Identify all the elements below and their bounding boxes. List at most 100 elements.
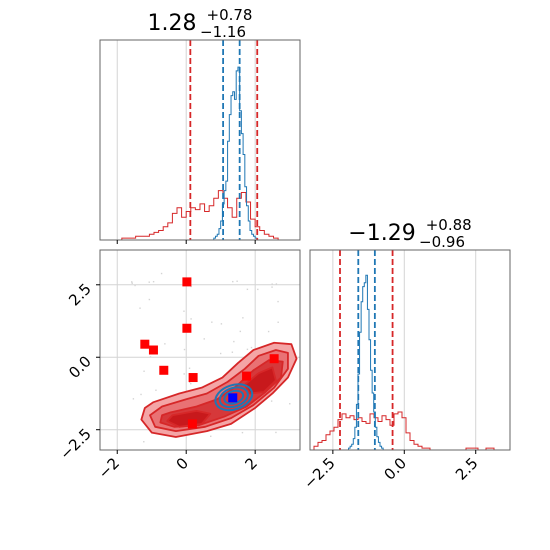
background-sample-point bbox=[277, 300, 279, 303]
joint-y-tick-label: 0.0 bbox=[65, 352, 95, 382]
red-square-marker bbox=[159, 365, 169, 375]
marginal-1-quantile-lines bbox=[189, 40, 259, 240]
background-sample-point bbox=[289, 403, 291, 405]
marginal-2-title-minus: −0.96 bbox=[419, 233, 465, 251]
background-sample-point bbox=[271, 283, 273, 285]
joint-blue-contours bbox=[214, 383, 254, 412]
background-sample-point bbox=[143, 441, 145, 443]
background-sample-point bbox=[140, 393, 142, 396]
red-square-marker bbox=[269, 354, 279, 364]
background-sample-point bbox=[241, 431, 244, 434]
marginal-1-title-minus: −1.16 bbox=[200, 23, 246, 41]
joint-x-tick-label: −2 bbox=[95, 454, 123, 482]
background-sample-point bbox=[139, 307, 141, 309]
background-sample-point bbox=[132, 398, 135, 400]
marginal-2-red-histogram bbox=[310, 411, 510, 450]
background-sample-point bbox=[143, 370, 145, 372]
background-sample-point bbox=[239, 330, 242, 333]
background-sample-point bbox=[246, 288, 249, 291]
red-contour-inner bbox=[159, 359, 284, 428]
background-sample-point bbox=[160, 272, 163, 275]
marginal-1-grid bbox=[116, 40, 256, 240]
background-sample-point bbox=[190, 382, 192, 385]
background-sample-point bbox=[270, 400, 273, 402]
background-sample-point bbox=[183, 373, 185, 375]
background-sample-point bbox=[275, 431, 277, 434]
background-sample-point bbox=[152, 280, 155, 283]
marginal-1-frame bbox=[99, 39, 301, 241]
background-sample-point bbox=[189, 381, 191, 383]
joint-red-contours bbox=[140, 341, 298, 438]
joint-y-tick-label: 2.5 bbox=[65, 280, 95, 310]
blue-square-marker bbox=[228, 393, 238, 403]
joint-panel: −2 0 2 2.5 0.0 −2.5 bbox=[56, 249, 301, 482]
joint-x-tick-label: 0 bbox=[173, 454, 192, 473]
marginal-2-ticks: −2.5 0.0 2.5 bbox=[300, 450, 482, 493]
marginal-2-title-plus: +0.88 bbox=[426, 216, 472, 234]
marginal-1-panel bbox=[99, 39, 301, 244]
red-square-marker bbox=[187, 419, 197, 429]
background-sample-point bbox=[210, 435, 212, 438]
blue-contour-2 bbox=[223, 389, 245, 405]
red-square-marker bbox=[182, 323, 192, 333]
background-sample-point bbox=[131, 281, 133, 283]
marginal-2-x-tick-label: 0.0 bbox=[381, 454, 411, 484]
background-sample-point bbox=[134, 284, 136, 287]
background-sample-point bbox=[275, 283, 278, 285]
marginal-2-blue-histogram bbox=[348, 274, 384, 450]
marginal-2-histograms bbox=[310, 274, 510, 450]
marginal-2-title: −1.29 +0.88 bbox=[348, 216, 471, 246]
background-sample-point bbox=[236, 280, 238, 282]
background-sample-point bbox=[211, 321, 213, 323]
background-sample-point bbox=[242, 317, 244, 319]
red-square-marker bbox=[242, 371, 252, 381]
background-sample-point bbox=[148, 281, 150, 283]
marginal-2-x-tick-label: −2.5 bbox=[300, 454, 338, 492]
blue-contour-0 bbox=[214, 383, 254, 412]
red-contour-core-b bbox=[243, 366, 277, 395]
joint-y-tick-label: −2.5 bbox=[56, 425, 94, 463]
marginal-1-title: 1.28 +0.78 bbox=[148, 6, 253, 36]
marginal-1-blue-histogram bbox=[213, 66, 258, 240]
background-sample-point bbox=[219, 352, 222, 355]
background-sample-point bbox=[183, 348, 186, 351]
background-sample-point bbox=[203, 338, 205, 340]
background-sample-point bbox=[188, 367, 191, 369]
background-sample-point bbox=[148, 298, 151, 301]
background-sample-point bbox=[246, 348, 249, 351]
marginal-2-panel: −2.5 0.0 2.5 bbox=[300, 249, 511, 493]
joint-x-tick-label: 2 bbox=[242, 454, 261, 473]
blue-contour-1 bbox=[218, 386, 249, 409]
marginal-2-grid bbox=[332, 250, 477, 450]
red-square-marker bbox=[182, 277, 192, 287]
background-sample-point bbox=[164, 343, 166, 345]
marginal-1-histograms bbox=[117, 66, 300, 240]
background-sample-point bbox=[257, 288, 259, 291]
marginal-2-quantile-lines bbox=[339, 250, 394, 450]
joint-markers bbox=[140, 277, 279, 429]
background-sample-point bbox=[190, 285, 192, 288]
marginal-1-title-value: 1.28 bbox=[148, 11, 197, 36]
background-sample-point bbox=[183, 310, 185, 312]
red-contour-core-a bbox=[166, 409, 212, 428]
background-sample-point bbox=[250, 346, 253, 349]
red-square-marker bbox=[148, 345, 158, 355]
marginal-2-title-value: −1.29 bbox=[348, 221, 415, 246]
marginal-1-title-plus: +0.78 bbox=[207, 6, 253, 24]
background-sample-point bbox=[190, 318, 192, 320]
background-sample-point bbox=[155, 389, 157, 391]
background-sample-point bbox=[232, 280, 234, 283]
background-sample-point bbox=[267, 330, 270, 333]
joint-frame bbox=[99, 249, 301, 451]
background-sample-point bbox=[220, 323, 223, 325]
background-sample-point bbox=[271, 286, 273, 288]
marginal-2-x-tick-label: 2.5 bbox=[452, 454, 482, 484]
marginal-1-tick-marks bbox=[116, 240, 256, 244]
marginal-1-red-histogram bbox=[117, 190, 300, 240]
background-sample-point bbox=[131, 282, 133, 284]
background-sample-point bbox=[233, 340, 235, 343]
background-sample-point bbox=[277, 321, 279, 323]
red-square-marker bbox=[188, 373, 198, 383]
red-square-marker bbox=[140, 339, 150, 349]
